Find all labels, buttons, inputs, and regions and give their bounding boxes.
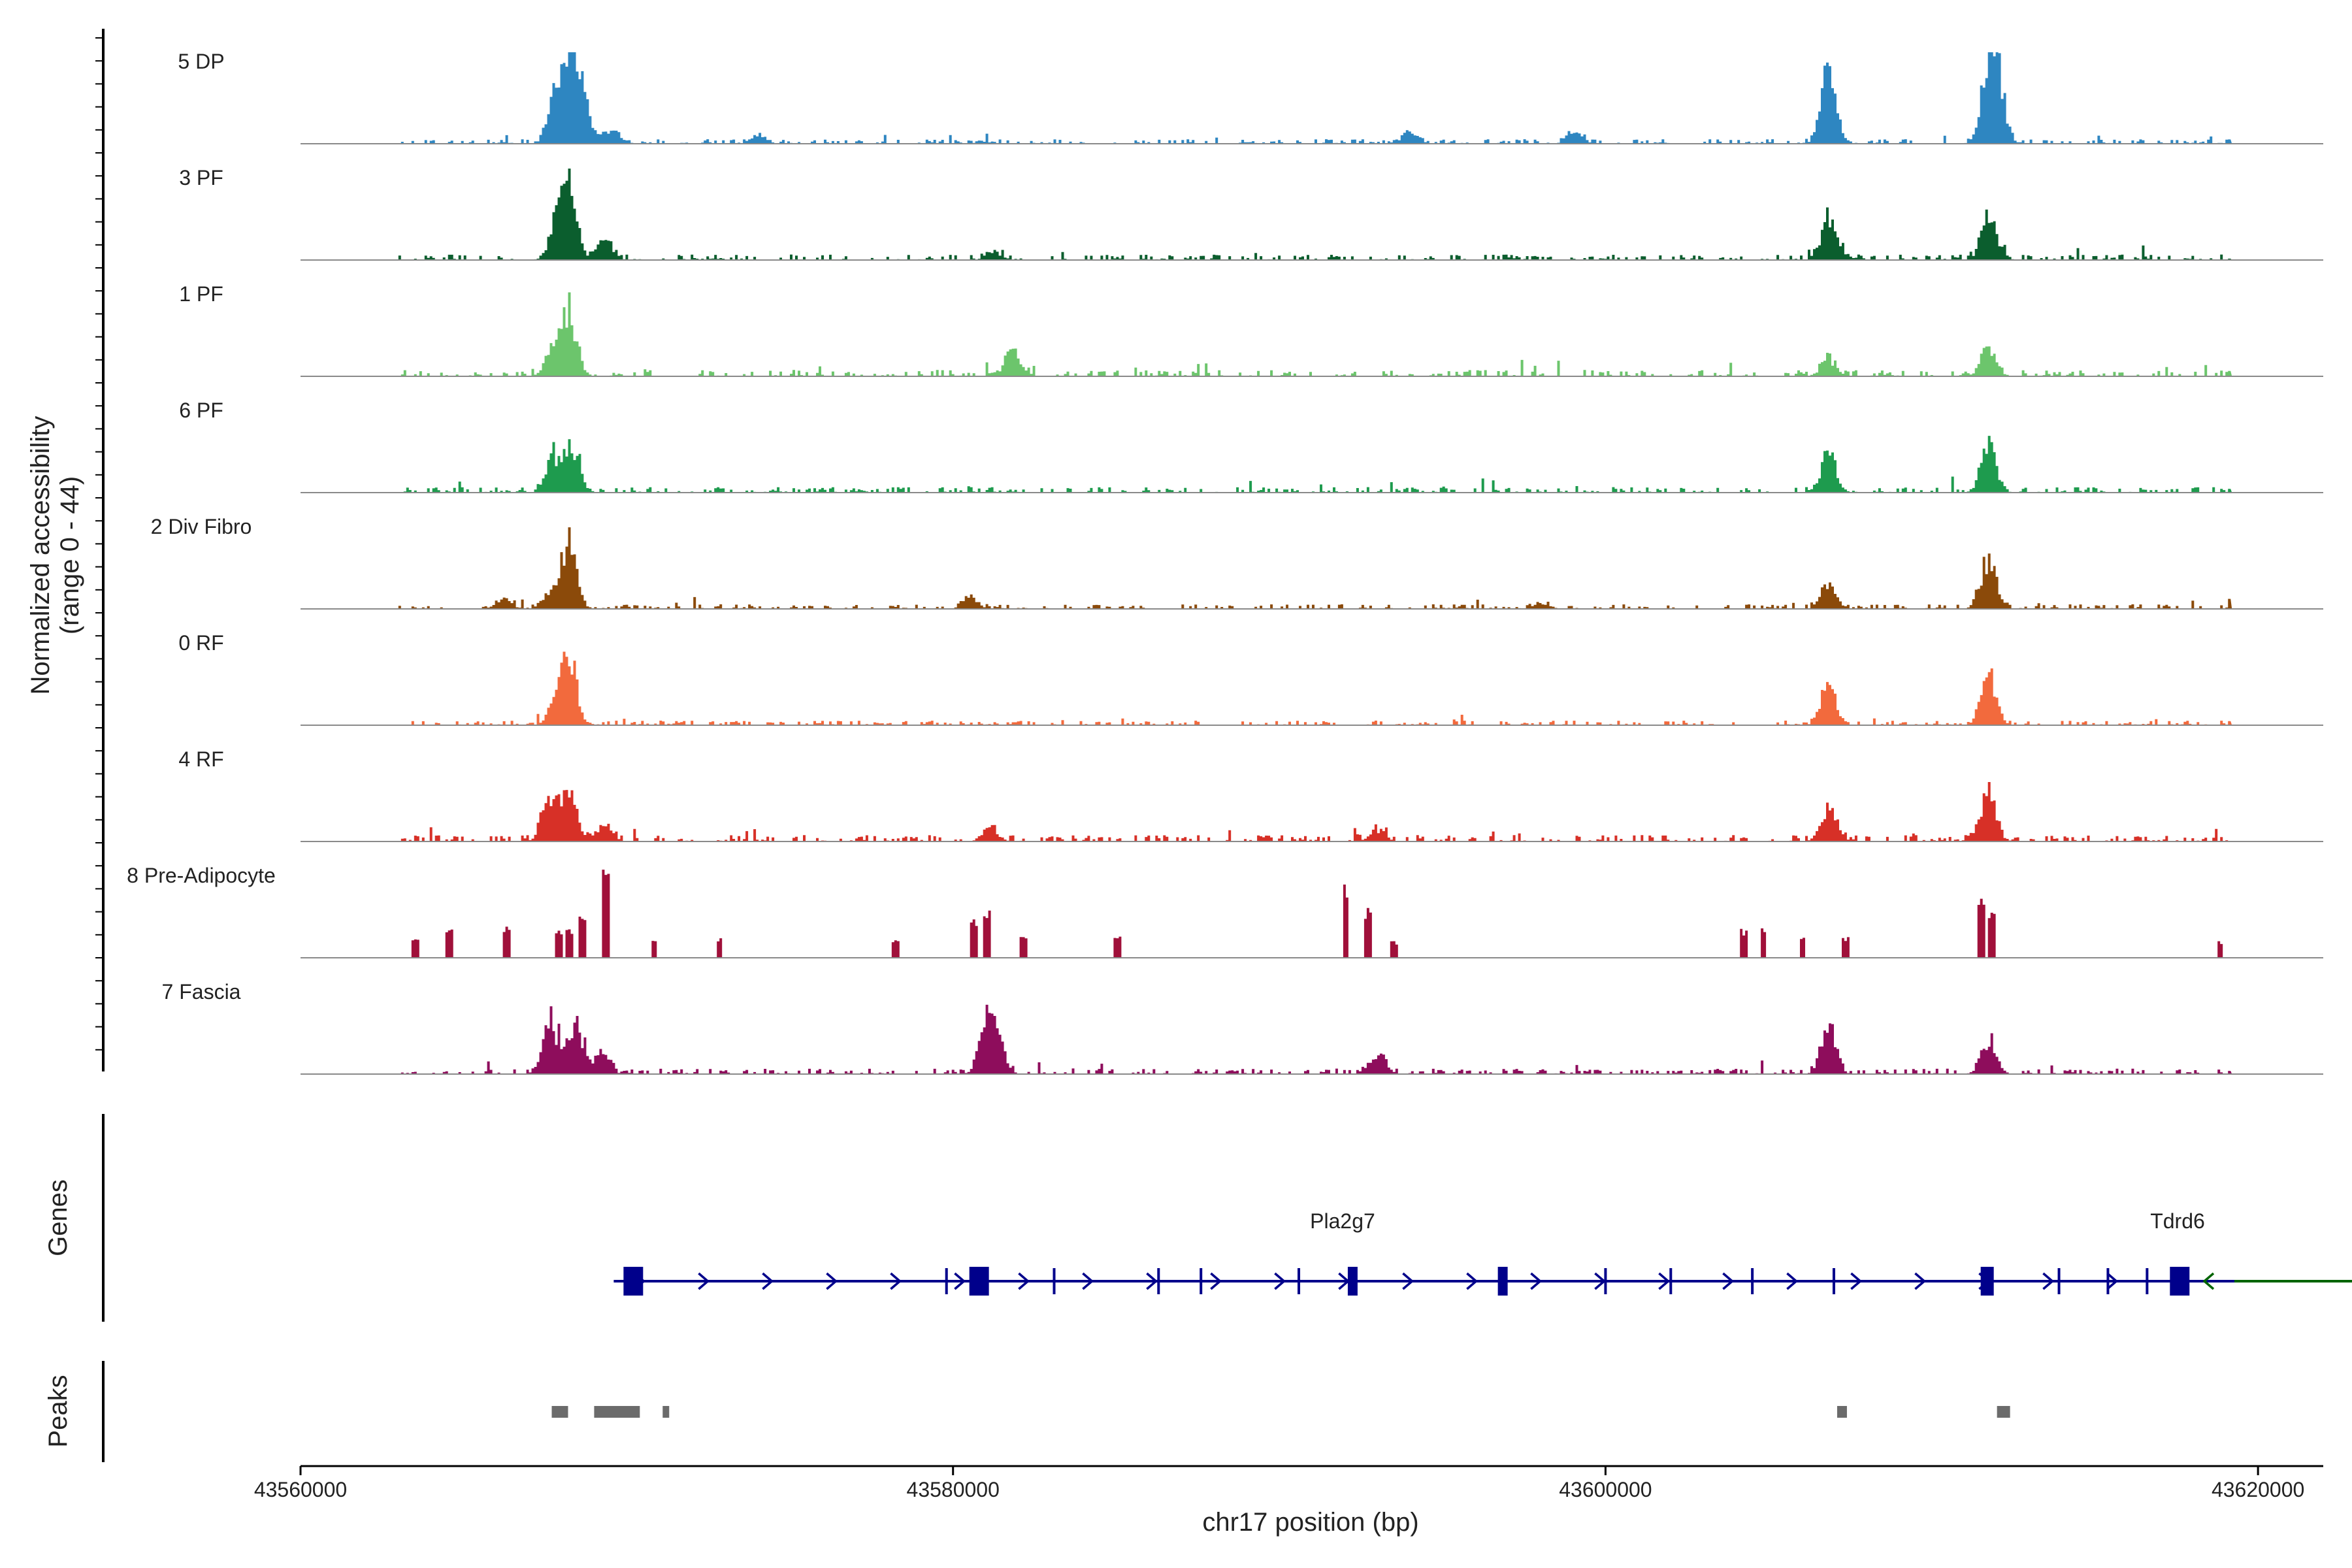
strand-arrow	[1082, 1272, 1094, 1290]
track-label: 8 Pre-Adipocyte	[127, 864, 276, 887]
track-5-dp: 5 DP	[178, 50, 2323, 144]
coverage-area	[398, 52, 2232, 144]
coverage-tracks: 5 DP 3 PF 1 PF 6 PF 2 Div Fibro 0 RF 4 RF 8 Pre…	[127, 50, 2323, 1075]
coverage-area	[398, 870, 2232, 958]
track-2-div-fibro: 2 Div Fibro	[151, 515, 2323, 610]
coverage-area	[398, 436, 2232, 493]
peak-region	[594, 1406, 640, 1418]
strand-arrow	[1722, 1272, 1735, 1290]
x-axis: 43560000 43580000 43600000 43620000	[254, 1465, 2323, 1501]
strand-arrow	[1658, 1272, 1671, 1290]
coverage-area	[398, 527, 2232, 609]
strand-arrow	[1466, 1272, 1478, 1290]
y-axis-title-line2: (range 0 - 44)	[56, 476, 84, 634]
track-label: 2 Div Fibro	[151, 515, 252, 538]
track-1-pf: 1 PF	[179, 282, 2323, 377]
gene-pla2g7: Pla2g7	[613, 1209, 2234, 1296]
strand-arrow	[1402, 1272, 1414, 1290]
track-label: 3 PF	[179, 166, 223, 189]
strand-arrow	[1850, 1272, 1863, 1290]
exon-block	[1347, 1267, 1358, 1296]
strand-arrow	[1786, 1272, 1799, 1290]
peak-region	[1837, 1406, 1847, 1418]
exon-block	[2170, 1267, 2190, 1296]
track-8-pre-adipocyte: 8 Pre-Adipocyte	[127, 864, 2323, 958]
exon-block	[1980, 1267, 1994, 1296]
strand-arrow	[1530, 1272, 1543, 1290]
track-label: 6 PF	[179, 399, 223, 422]
gene-label: Pla2g7	[1310, 1209, 1375, 1233]
strand-arrow	[1274, 1272, 1286, 1290]
coverage-area	[398, 1004, 2232, 1074]
strand-arrow	[2042, 1272, 2055, 1290]
track-3-pf: 3 PF	[179, 166, 2323, 261]
strand-arrow	[1594, 1272, 1607, 1290]
coverage-area	[398, 292, 2232, 376]
gene-models: Pla2g7 Tdrd6	[613, 1209, 2352, 1296]
strand-arrow	[2202, 1272, 2215, 1290]
coverage-area	[398, 782, 2232, 841]
peak-region	[1997, 1406, 2010, 1418]
strand-arrow	[1210, 1272, 1222, 1290]
peaks-panel-label: Peaks	[44, 1375, 73, 1447]
track-label: 5 DP	[178, 50, 224, 73]
left-axis	[95, 29, 105, 1071]
track-label: 0 RF	[178, 631, 223, 655]
strand-arrow	[1914, 1272, 1927, 1290]
peak-region	[662, 1406, 670, 1418]
strand-arrow	[2106, 1272, 2119, 1290]
track-label: 4 RF	[178, 747, 223, 771]
y-axis-title-line1: Normalized accessibility	[26, 416, 55, 695]
x-tick-label: 43560000	[254, 1478, 347, 1501]
track-0-rf: 0 RF	[178, 631, 2323, 726]
track-6-pf: 6 PF	[179, 399, 2323, 493]
genes-panel-label: Genes	[44, 1179, 73, 1256]
x-tick-label: 43580000	[907, 1478, 1000, 1501]
gene-tdrd6: Tdrd6	[2150, 1209, 2352, 1290]
strand-arrow	[762, 1272, 774, 1290]
coverage-area	[398, 651, 2232, 725]
track-label: 7 Fascia	[162, 980, 241, 1004]
strand-arrow	[890, 1272, 902, 1290]
exon-block	[623, 1267, 644, 1296]
gene-label: Tdrd6	[2150, 1209, 2205, 1233]
x-tick-label: 43620000	[2212, 1478, 2304, 1501]
track-7-fascia: 7 Fascia	[162, 980, 2323, 1075]
exon-block	[1497, 1267, 1508, 1296]
strand-arrow	[826, 1272, 838, 1290]
peak-region	[551, 1406, 568, 1418]
peak-regions	[551, 1406, 2010, 1418]
genes-panel: Genes	[44, 1114, 105, 1322]
strand-arrow	[698, 1272, 710, 1290]
exon-block	[969, 1267, 989, 1296]
x-tick-label: 43600000	[1559, 1478, 1652, 1501]
strand-arrow	[1146, 1272, 1158, 1290]
track-4-rf: 4 RF	[178, 747, 2323, 842]
coverage-area	[398, 169, 2232, 260]
strand-arrow	[954, 1272, 966, 1290]
track-label: 1 PF	[179, 282, 223, 306]
peaks-panel: Peaks	[44, 1361, 105, 1462]
x-axis-title: chr17 position (bp)	[1202, 1508, 1418, 1537]
strand-arrow	[1018, 1272, 1030, 1290]
